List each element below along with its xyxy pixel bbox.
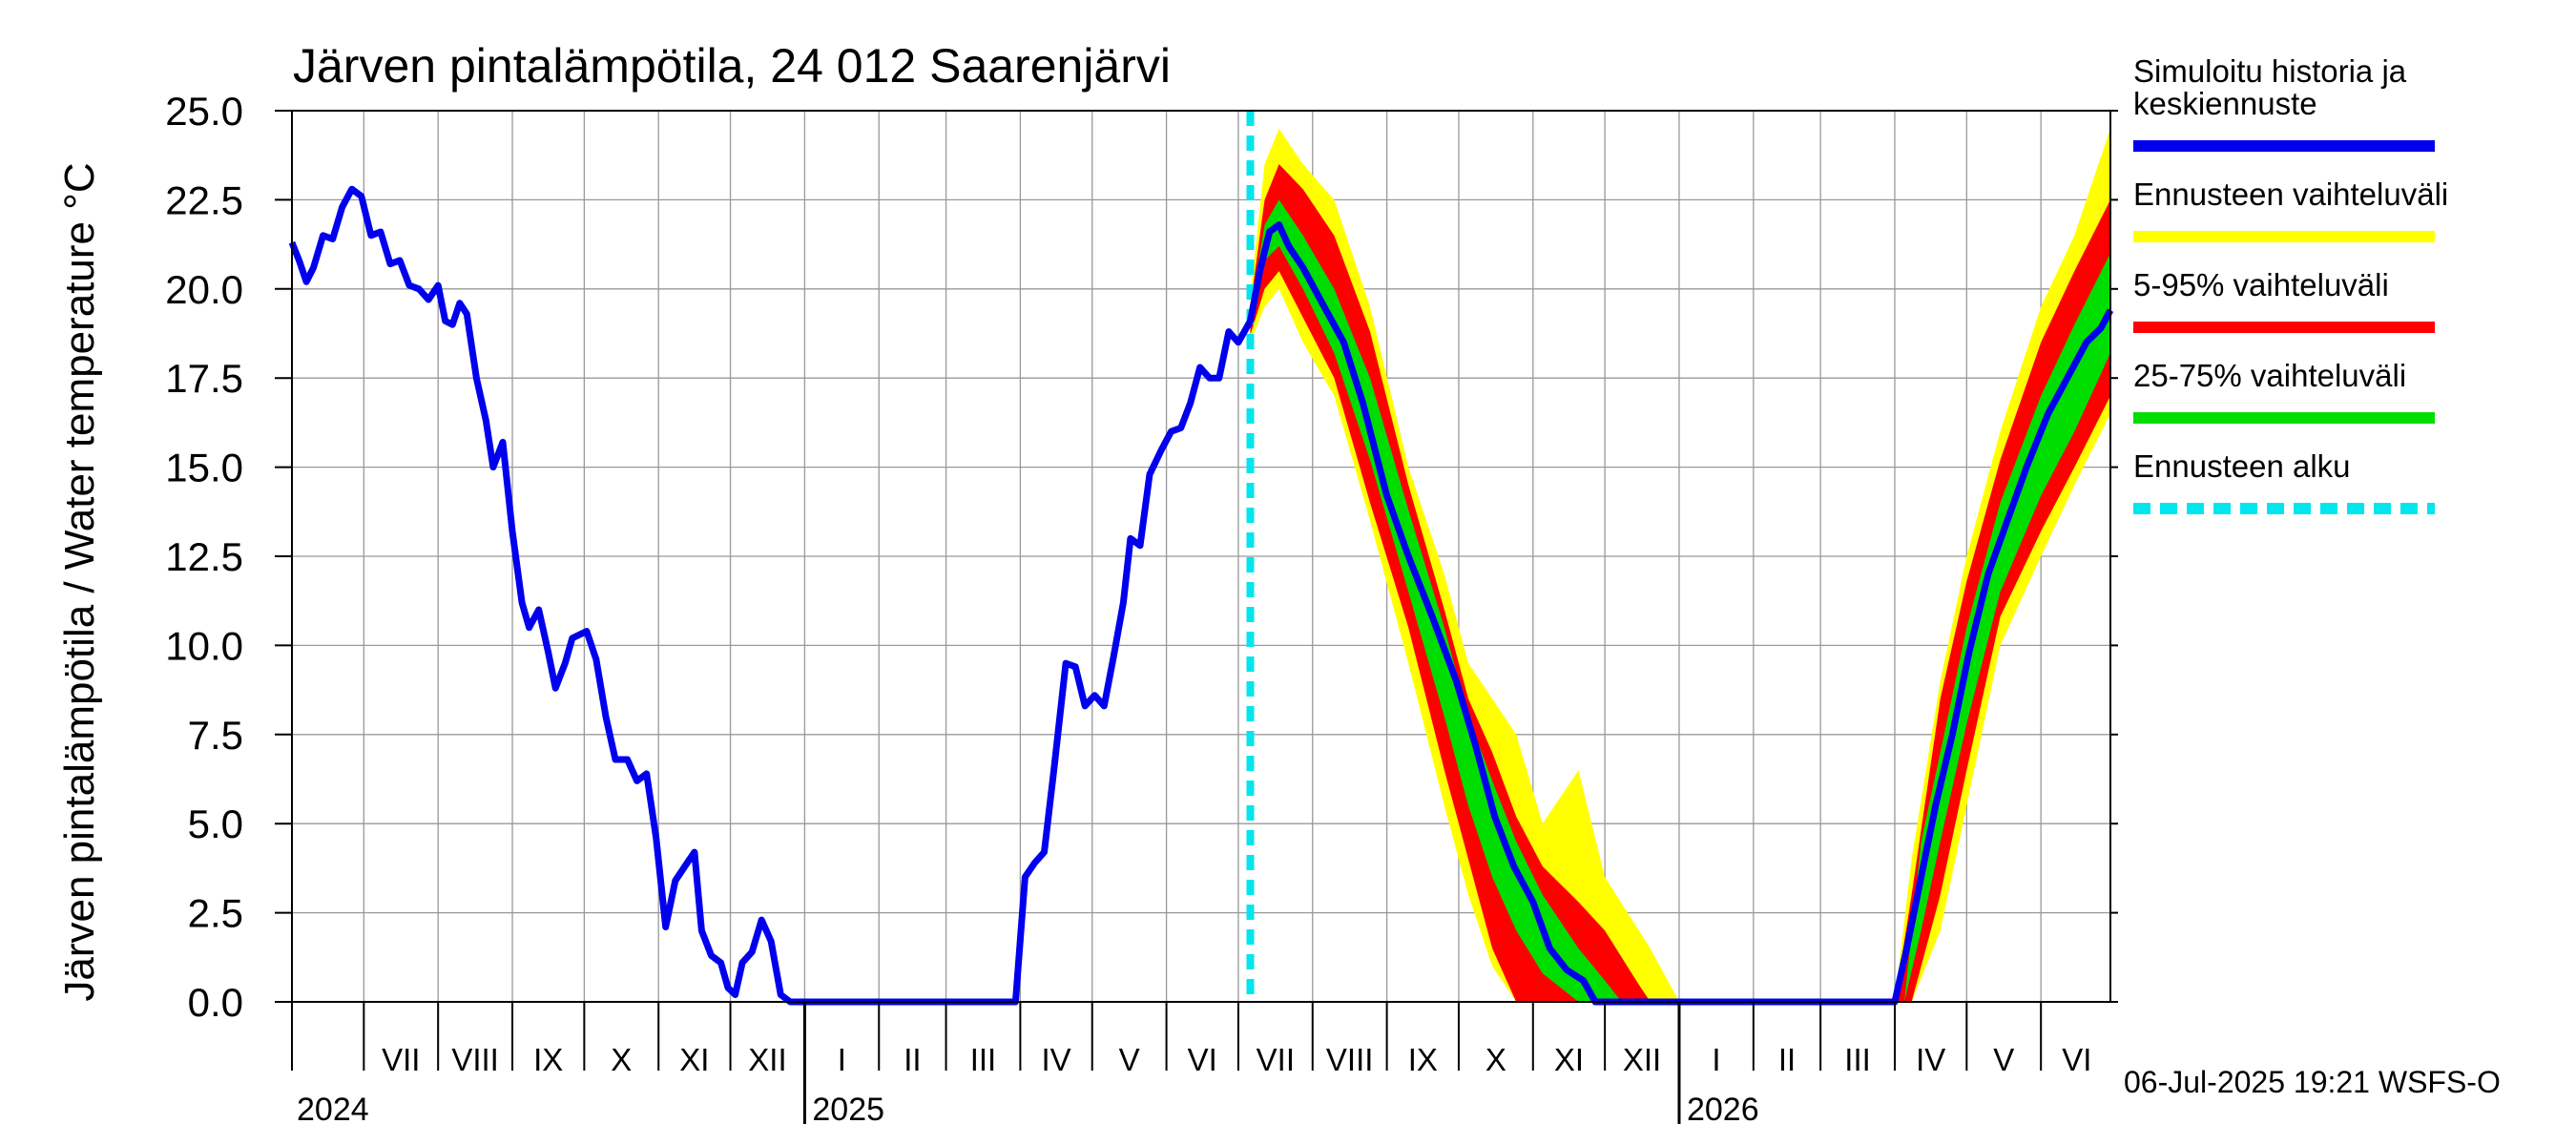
year-label: 2024 [297,1092,369,1128]
month-label: V [1993,1042,2014,1077]
month-label: VI [1188,1042,1217,1077]
y-axis-label: Järven pintalämpötila / Water temperatur… [56,162,103,1001]
y-tick-label: 12.5 [165,534,243,579]
month-label: X [1485,1042,1506,1077]
month-label: IV [1041,1042,1070,1077]
month-label: IX [1408,1042,1438,1077]
month-label: IX [533,1042,563,1077]
y-tick-label: 5.0 [188,802,243,846]
chart-title: Järven pintalämpötila, 24 012 Saarenjärv… [293,39,1171,93]
legend-entry-label: Simuloitu historia ja [2133,53,2407,89]
month-label: IV [1916,1042,1945,1077]
y-tick-label: 17.5 [165,356,243,401]
month-label: I [838,1042,846,1077]
month-label: XII [748,1042,786,1077]
forecast-bands [1250,128,2110,1002]
y-tick-label: 15.0 [165,446,243,490]
legend-entry-label: Ennusteen vaihteluväli [2133,177,2448,212]
month-label: III [970,1042,997,1077]
year-label: 2025 [812,1092,884,1128]
y-tick-label: 20.0 [165,267,243,312]
month-label: III [1844,1042,1871,1077]
axes: 0.0 2.5 5.0 7.5 10.0 12.5 15.0 17.5 20.0 22.5 25.0… [165,89,2118,1128]
series-lines [288,111,2114,1006]
y-tick-label: 25.0 [165,89,243,134]
series-line-mean [288,185,2114,1006]
month-label: V [1119,1042,1140,1077]
month-label: VIII [451,1042,499,1077]
grid [292,111,2110,1002]
y-tick-label: 7.5 [188,713,243,758]
month-label: XI [679,1042,709,1077]
legend-entry-label: 25-75% vaihteluväli [2133,358,2406,393]
y-tick-label: 2.5 [188,891,243,936]
band-25-75-vaihteluv-li [1250,199,2110,1002]
month-label: VI [2062,1042,2091,1077]
month-label: VII [1257,1042,1295,1077]
year-label: 2026 [1687,1092,1759,1128]
legend-entry-label: keskiennuste [2133,86,2317,121]
month-label: II [1778,1042,1796,1077]
y-tick-label: 0.0 [188,980,243,1025]
month-label: II [904,1042,921,1077]
month-label: VII [382,1042,420,1077]
month-label: XI [1554,1042,1584,1077]
legend-entry-label: Ennusteen alku [2133,448,2351,484]
y-tick-label: 10.0 [165,623,243,668]
month-label: I [1712,1042,1720,1077]
y-tick-label: 22.5 [165,177,243,222]
legend-entry-label: 5-95% vaihteluväli [2133,267,2389,302]
month-label: XII [1623,1042,1661,1077]
month-label: VIII [1326,1042,1374,1077]
footer-timestamp: 06-Jul-2025 19:21 WSFS-O [2124,1065,2501,1099]
month-label: X [611,1042,632,1077]
